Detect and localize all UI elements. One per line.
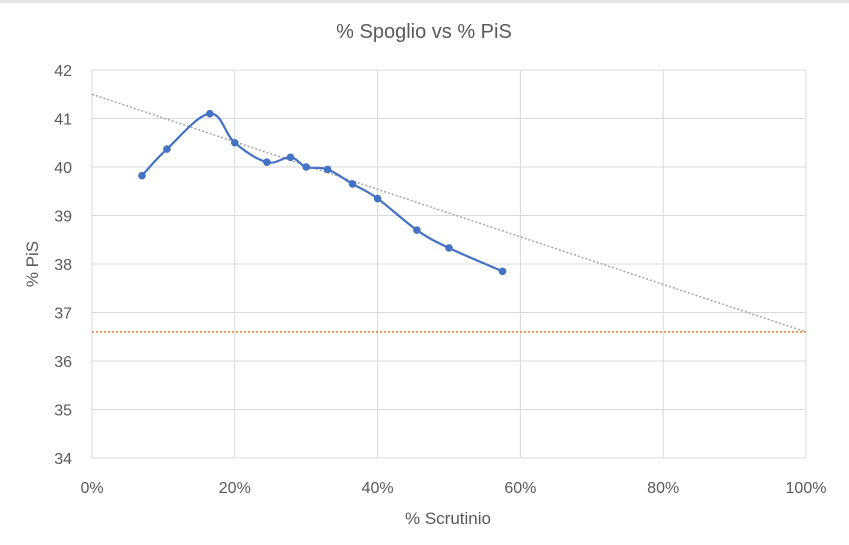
- x-tick-label: 80%: [647, 480, 679, 497]
- data-point: [302, 163, 311, 171]
- data-point: [138, 171, 146, 180]
- data-point: [373, 194, 382, 203]
- reference-lines: [91, 93, 807, 333]
- x-tick-label: 60%: [504, 480, 536, 497]
- y-tick-label: 41: [54, 112, 72, 129]
- chart-title: % Spoglio vs % PiS: [336, 21, 512, 43]
- trendline: [91, 93, 807, 333]
- x-tick-label: 100%: [786, 480, 827, 497]
- y-tick-label: 37: [54, 306, 72, 323]
- data-point: [206, 109, 214, 118]
- data-point: [286, 153, 295, 162]
- data-series: [138, 109, 507, 276]
- x-tick-label: 0%: [80, 480, 103, 497]
- x-tick-label: 20%: [219, 480, 251, 497]
- y-tick-label: 40: [54, 160, 72, 177]
- tick-labels: 34 35 36 37 38 39 40 41 42 0% 20% 40% 60% 80% 100%: [54, 63, 826, 497]
- y-axis-label: % PiS: [23, 241, 42, 287]
- data-point: [445, 244, 453, 252]
- data-point: [348, 180, 357, 188]
- data-point: [231, 138, 239, 147]
- x-tick-label: 40%: [362, 480, 394, 497]
- y-tick-label: 36: [54, 354, 72, 371]
- y-tick-label: 42: [54, 63, 72, 80]
- data-point: [163, 145, 171, 153]
- y-tick-label: 34: [54, 451, 72, 468]
- data-point: [413, 226, 421, 234]
- data-point: [263, 158, 271, 166]
- data-point: [498, 267, 507, 276]
- x-axis-label: % Scrutinio: [405, 509, 491, 528]
- y-tick-label: 39: [54, 209, 72, 226]
- y-tick-label: 35: [54, 403, 72, 420]
- gridlines: [91, 69, 807, 459]
- data-point: [323, 165, 332, 174]
- y-tick-label: 38: [54, 257, 72, 274]
